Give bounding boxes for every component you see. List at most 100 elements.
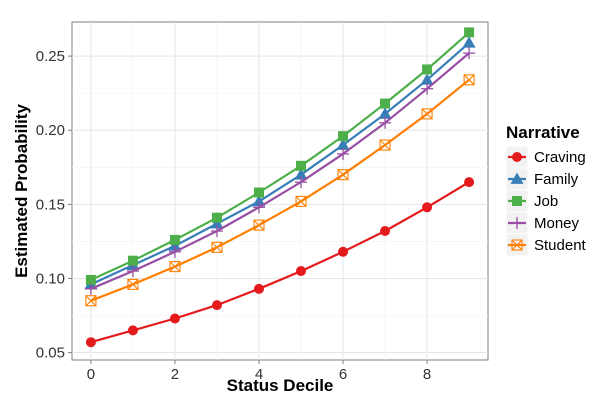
series-line-student — [90, 78, 470, 302]
data-point-money — [210, 225, 223, 238]
data-point-student — [127, 278, 139, 290]
data-point-job — [422, 64, 433, 75]
square-marker — [127, 255, 138, 266]
circle-marker — [127, 325, 138, 336]
x-tick-label: 0 — [87, 366, 95, 383]
circle-marker — [85, 337, 96, 348]
grid-lines — [72, 22, 488, 360]
legend-item-money: Money — [505, 211, 580, 235]
legend-item-student: Student — [505, 233, 587, 257]
data-series — [84, 27, 476, 348]
y-tick-label: 0.25 — [36, 48, 65, 65]
y-tick-label: 0.05 — [36, 345, 65, 362]
data-point-job — [296, 160, 307, 171]
legend-key-marker — [512, 196, 522, 206]
x-tick-label: 6 — [339, 366, 347, 383]
legend-key-marker — [512, 152, 522, 162]
data-point-money — [168, 245, 181, 258]
boxed-x-marker-box — [379, 139, 391, 151]
boxed-x-marker-box — [337, 169, 349, 181]
legend-label: Money — [534, 215, 580, 232]
legend-item-job: Job — [505, 189, 558, 213]
data-point-family — [210, 217, 224, 229]
data-point-money — [421, 82, 434, 95]
data-point-job — [380, 98, 391, 109]
data-point-student — [169, 261, 181, 273]
boxed-x-marker-box — [295, 195, 307, 207]
data-point-job — [85, 274, 96, 285]
square-marker — [169, 234, 180, 245]
legend-item-family: Family — [505, 167, 579, 191]
data-point-craving — [422, 202, 433, 213]
triangle-marker — [294, 168, 308, 180]
axes: 0.05 0.10 0.15 0.20 0.25 0 2 4 6 8 — [36, 48, 431, 383]
triangle-marker — [210, 217, 224, 229]
circle-marker — [380, 226, 391, 237]
data-point-student — [379, 139, 391, 151]
data-point-money — [463, 47, 476, 60]
circle-marker — [211, 300, 222, 311]
data-point-student — [85, 295, 97, 307]
circle-marker — [512, 152, 522, 162]
data-point-job — [464, 27, 475, 38]
data-point-student — [295, 195, 307, 207]
triangle-marker — [252, 194, 266, 207]
square-marker — [211, 212, 222, 223]
x-tick-label: 2 — [171, 366, 179, 383]
triangle-marker — [462, 36, 476, 48]
legend-label: Job — [534, 193, 558, 210]
x-tick-label: 8 — [423, 366, 431, 383]
data-point-money — [126, 265, 139, 278]
legend-label: Student — [534, 237, 587, 254]
boxed-x-marker-diag — [511, 239, 523, 251]
boxed-x-marker-diag — [169, 261, 181, 272]
circle-marker — [296, 266, 307, 277]
data-point-job — [169, 234, 180, 245]
square-marker — [380, 98, 391, 109]
series-line-job — [90, 31, 470, 281]
boxed-x-marker-diag — [127, 279, 139, 290]
boxed-x-marker-diag — [463, 74, 475, 86]
data-point-family — [336, 138, 350, 150]
data-point-job — [211, 212, 222, 223]
legend-key-marker — [511, 217, 523, 229]
triangle-marker — [420, 73, 434, 85]
square-marker — [422, 64, 433, 75]
data-point-student — [421, 108, 433, 120]
series-money — [84, 47, 476, 295]
data-point-family — [252, 194, 266, 207]
legend-item-craving: Craving — [505, 145, 586, 169]
circle-marker — [169, 313, 180, 324]
boxed-x-marker-box — [169, 261, 181, 273]
boxed-x-marker-diag — [295, 195, 307, 207]
data-point-family — [462, 36, 476, 48]
y-tick-label: 0.20 — [36, 122, 65, 139]
circle-marker — [422, 202, 433, 213]
data-point-money — [84, 282, 97, 295]
series-line-family — [90, 41, 470, 286]
boxed-x-marker-box — [211, 241, 223, 253]
series-student — [85, 74, 475, 307]
data-point-student — [337, 169, 349, 181]
data-point-money — [337, 147, 350, 160]
square-marker — [296, 160, 307, 171]
circle-marker — [338, 246, 349, 257]
data-point-money — [379, 116, 392, 129]
series-craving — [85, 177, 475, 348]
data-point-craving — [296, 266, 307, 277]
data-point-craving — [85, 337, 96, 348]
legend: Narrative Craving Family Job Money Student — [505, 123, 587, 257]
boxed-x-marker-box — [127, 278, 139, 290]
data-point-craving — [338, 246, 349, 257]
y-tick-label: 0.10 — [36, 270, 65, 287]
data-point-money — [252, 201, 265, 214]
legend-key-marker — [510, 172, 524, 184]
square-marker — [464, 27, 475, 38]
legend-label: Family — [534, 171, 579, 188]
legend-key-marker — [511, 239, 523, 251]
x-axis-title: Status Decile — [227, 376, 334, 395]
boxed-x-marker-box — [253, 219, 265, 231]
legend-label: Craving — [534, 149, 586, 166]
y-axis-title: Estimated Probability — [12, 104, 31, 278]
